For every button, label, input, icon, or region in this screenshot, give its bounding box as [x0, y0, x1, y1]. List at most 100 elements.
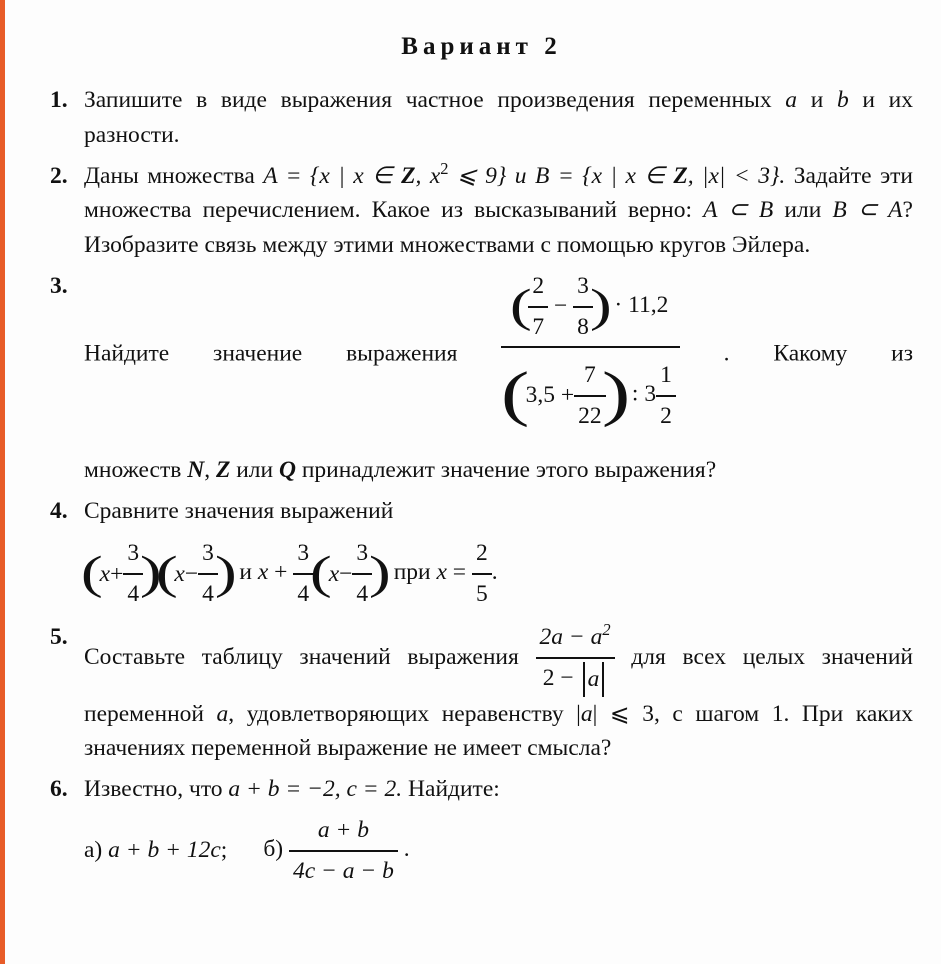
- div: :: [632, 381, 644, 407]
- n: 2: [472, 536, 492, 575]
- math: , x: [416, 163, 441, 189]
- label: б): [263, 836, 289, 862]
- paren: 2 7 − 3 8: [513, 269, 609, 345]
- frac: 2a − a2 2 − a: [536, 620, 615, 697]
- part-b: б) a + b 4c − a − b .: [263, 813, 409, 889]
- frac: 3 4: [352, 536, 372, 612]
- frac: 1 2: [656, 358, 676, 434]
- frac: 3 4: [198, 536, 218, 612]
- set-Z: Z: [216, 457, 230, 483]
- text: и: [797, 87, 837, 113]
- page-accent-border: [0, 0, 5, 964]
- d: 8: [573, 308, 593, 345]
- n: 1: [656, 358, 676, 397]
- and: и: [239, 559, 257, 585]
- text: Найдите значение выражения: [84, 340, 501, 366]
- frac: 2 7: [528, 269, 548, 345]
- x: x: [329, 557, 339, 592]
- text: множеств: [84, 457, 187, 483]
- mul: · 11,2: [614, 292, 668, 318]
- label: а): [84, 837, 108, 863]
- expr: a + b + 12c: [108, 837, 221, 863]
- math: ⩽ 9} и: [449, 163, 536, 189]
- n: 3: [198, 536, 218, 575]
- x: x: [436, 559, 446, 585]
- paren: 3,5 + 7 22: [505, 350, 626, 440]
- text: принадлежит значение этого выражения?: [296, 457, 716, 483]
- problem-2: Даны множества A = {x | x ∈ Z, x2 ⩽ 9} и…: [50, 159, 913, 263]
- problem-1: Запишите в виде выражения частное произв…: [50, 83, 913, 153]
- text: или: [230, 457, 279, 483]
- paren: x − 3 4: [313, 536, 388, 612]
- d: 4: [352, 575, 372, 612]
- text: ,: [204, 457, 216, 483]
- abs: a: [580, 662, 608, 697]
- math: B ⊂ A: [832, 197, 902, 223]
- d: 4: [198, 575, 218, 612]
- mixed: 3 1 2: [644, 358, 676, 434]
- math: A = {x | x ∈: [263, 163, 401, 189]
- frac: 7 22: [574, 358, 606, 434]
- denominator: 2 − a: [536, 659, 615, 697]
- denominator: 3,5 + 7 22 : 3 1 2: [501, 348, 680, 440]
- page-content: Вариант 2 Запишите в виде выражения част…: [0, 0, 941, 922]
- set-Z: Z: [673, 163, 687, 189]
- math: a + b = −2, c = 2.: [228, 776, 408, 802]
- text: . Какому из: [724, 340, 913, 366]
- end: .: [404, 836, 410, 862]
- paren: x + 3 4: [84, 536, 159, 612]
- problem-5: Составьте таблицу значений выражения 2a …: [50, 620, 913, 766]
- frac: 3 8: [573, 269, 593, 345]
- subparts: а) a + b + 12c; б) a + b 4c − a − b .: [84, 813, 913, 889]
- n: 2: [528, 269, 548, 308]
- numerator: 2a − a2: [536, 620, 615, 659]
- problem-4-math: x + 3 4 x − 3 4 и x + 3 4: [84, 536, 913, 612]
- t: 2a − a: [540, 624, 603, 650]
- var-a: a: [581, 701, 593, 727]
- d: 4c − a − b: [289, 852, 398, 889]
- paren: x − 3 4: [159, 536, 234, 612]
- problem-3-trail: множеств N, Z или Q принадлежит значение…: [84, 453, 716, 488]
- n: 3: [573, 269, 593, 308]
- cond: при: [394, 559, 437, 585]
- var-b: b: [837, 87, 849, 113]
- op: −: [339, 557, 352, 592]
- set-N: N: [187, 457, 204, 483]
- text: Найдите:: [408, 776, 500, 802]
- set-Z: Z: [401, 163, 415, 189]
- a: a: [588, 662, 600, 697]
- math: , |x| < 3}.: [688, 163, 794, 189]
- text: Запишите в виде выражения частное произв…: [84, 87, 785, 113]
- exp: 2: [440, 159, 448, 178]
- d: 22: [574, 397, 606, 434]
- page-title: Вариант 2: [50, 28, 913, 65]
- problem-3: Найдите значение выражения 2 7 − 3 8: [50, 269, 913, 488]
- text: Даны множества: [84, 163, 263, 189]
- math: A ⊂ B: [703, 197, 773, 223]
- var-a: a: [785, 87, 797, 113]
- op: +: [110, 557, 123, 592]
- d: 5: [472, 575, 492, 612]
- frac: a + b 4c − a − b: [289, 813, 398, 889]
- var-a: a: [217, 701, 229, 727]
- set-Q: Q: [279, 457, 296, 483]
- part-a: а) a + b + 12c;: [84, 833, 227, 868]
- whole: 3: [644, 381, 656, 407]
- t: 2 −: [543, 665, 580, 691]
- text: или: [773, 197, 832, 223]
- head: Сравните значения выражений: [84, 498, 393, 524]
- big-fraction: 2 7 − 3 8 · 11,2 3,5 +: [501, 269, 680, 441]
- x: x: [258, 559, 268, 585]
- n: a + b: [289, 813, 398, 852]
- problem-list: Запишите в виде выражения частное произв…: [50, 83, 913, 888]
- end: ;: [221, 837, 228, 863]
- n: 7: [574, 358, 606, 397]
- n: 3: [352, 536, 372, 575]
- d: 4: [123, 575, 143, 612]
- op: −: [185, 557, 198, 592]
- numerator: 2 7 − 3 8 · 11,2: [501, 269, 680, 349]
- x: x: [100, 557, 110, 592]
- problem-4: Сравните значения выражений x + 3 4 x − …: [50, 494, 913, 612]
- frac: 2 5: [472, 536, 492, 612]
- op: +: [268, 559, 293, 585]
